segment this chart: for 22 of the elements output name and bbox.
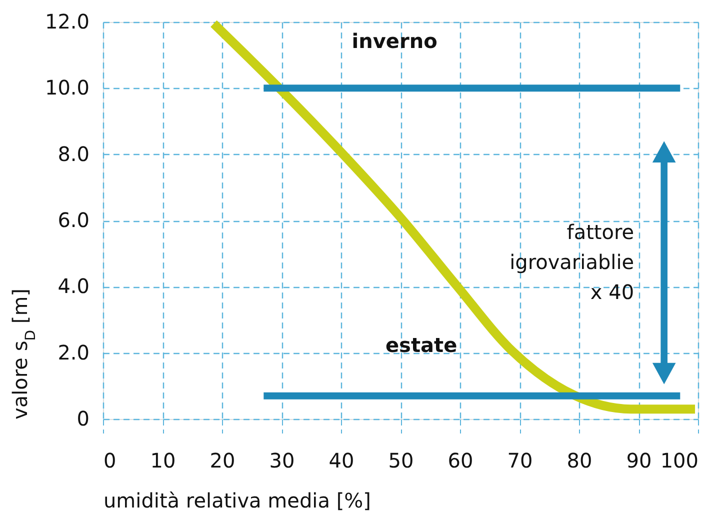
y-tick-label: 4.0	[58, 274, 90, 298]
annotation: inverno	[352, 28, 438, 53]
annotation: fattore igrovariablie x 40	[510, 220, 634, 304]
x-tick-label: 40	[328, 448, 354, 472]
x-tick-label: 10	[150, 448, 176, 472]
y-tick-label: 12.0	[44, 10, 90, 34]
y-tick-label: 6.0	[58, 208, 90, 232]
y-tick-label: 8.0	[58, 142, 90, 166]
x-tick-label: 0	[104, 448, 116, 472]
x-tick-label: 80	[566, 448, 592, 472]
y-tick-label: 2.0	[58, 340, 90, 364]
x-tick-label: 60	[448, 448, 474, 472]
x-tick-label: 90	[626, 448, 652, 472]
x-tick-label: 70	[507, 448, 533, 472]
x-tick-label: 100	[660, 448, 698, 472]
annotation: estate	[385, 333, 458, 358]
x-tick-label: 20	[210, 448, 236, 472]
x-axis-title: umidità relativa media [%]	[104, 488, 371, 512]
x-tick-label: 30	[269, 448, 295, 472]
x-tick-label: 50	[388, 448, 414, 472]
y-tick-label: 0	[76, 406, 90, 430]
y-tick-label: 10.0	[44, 76, 90, 100]
